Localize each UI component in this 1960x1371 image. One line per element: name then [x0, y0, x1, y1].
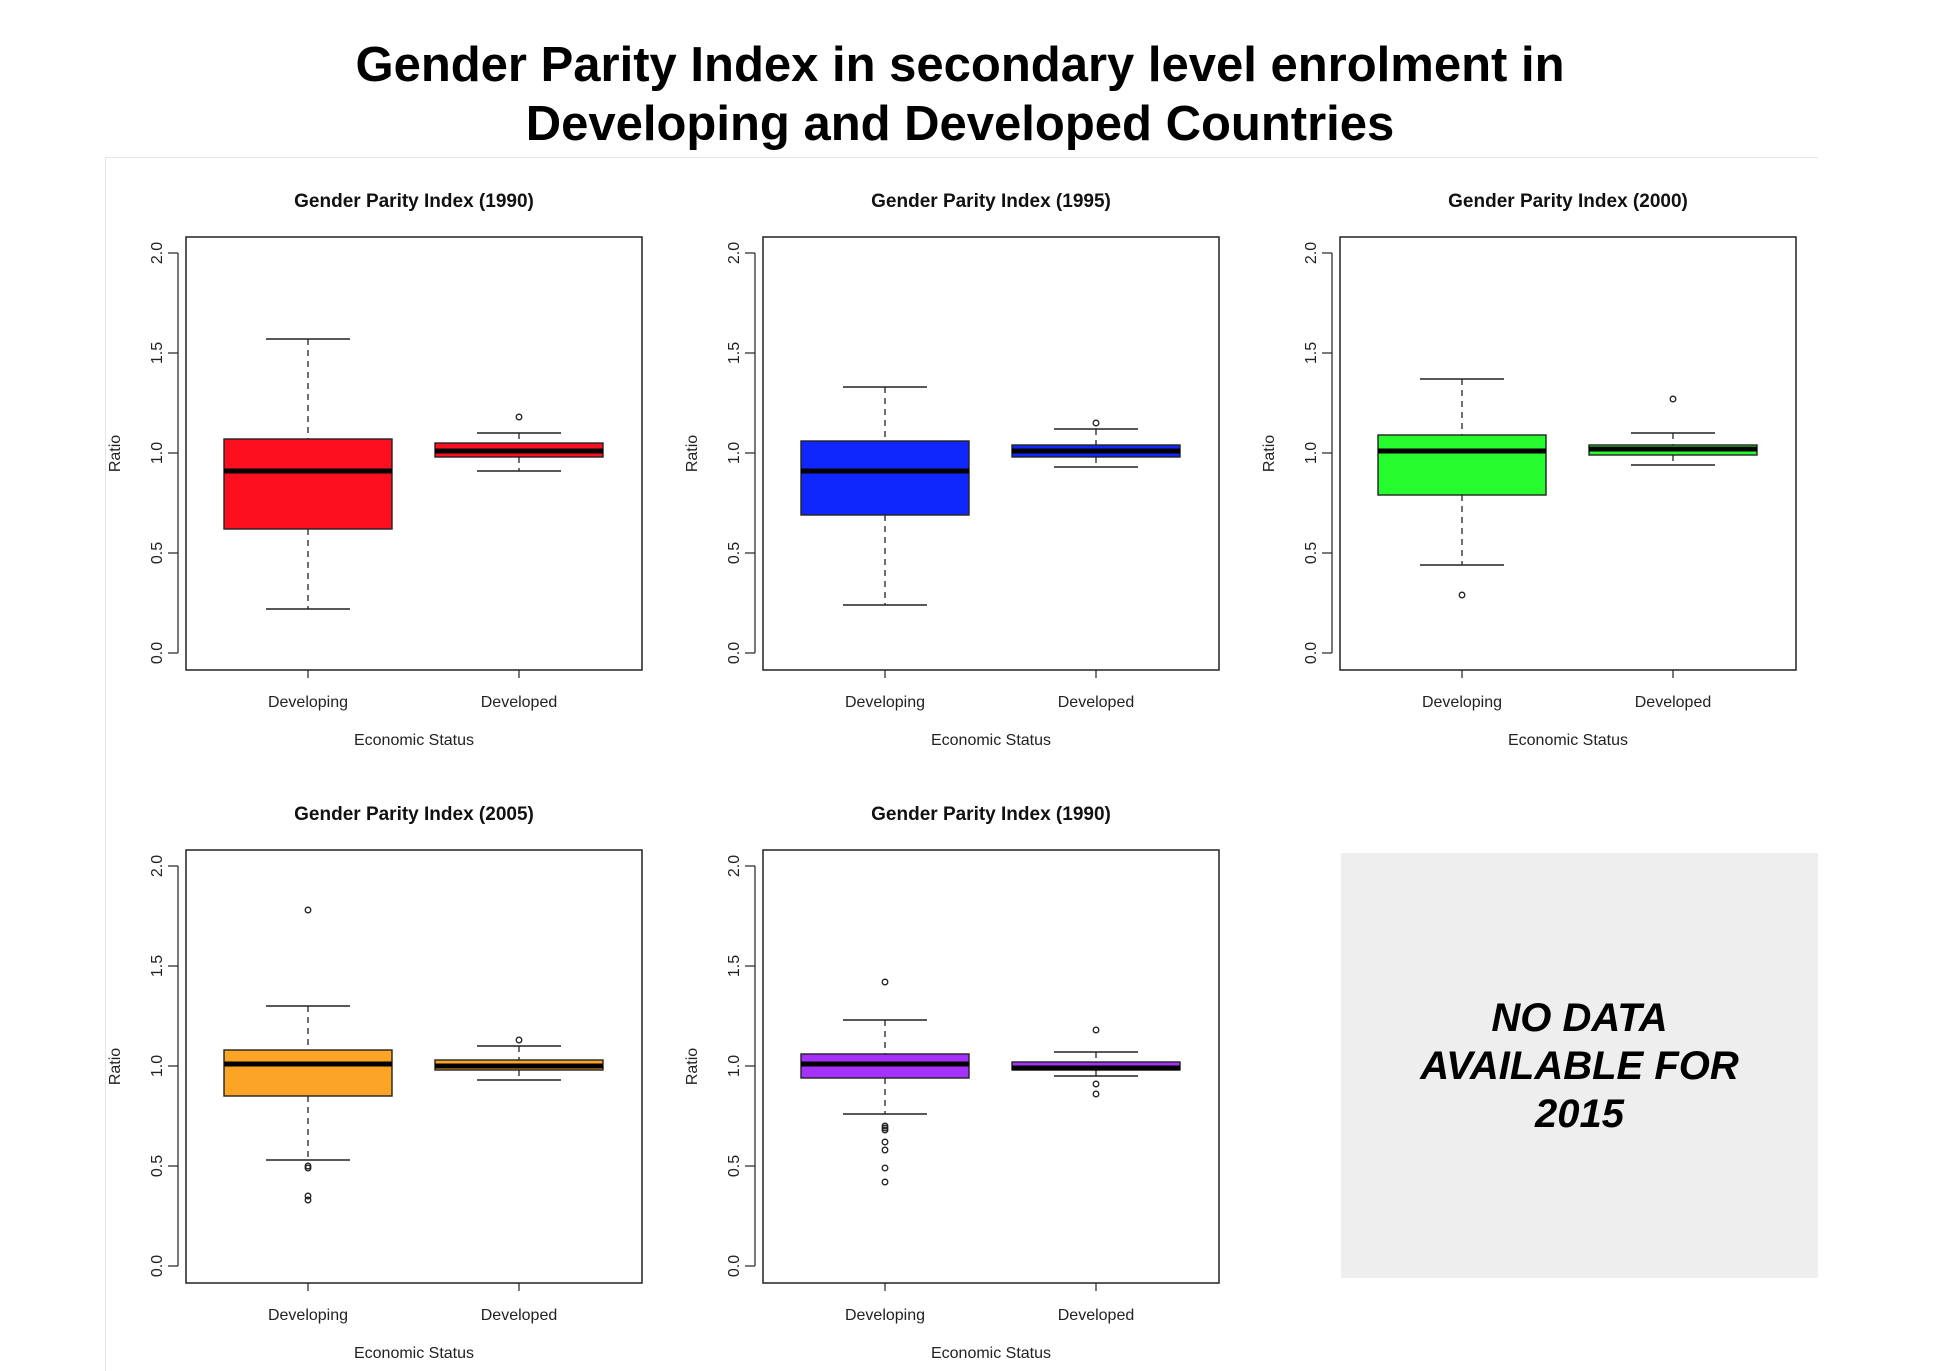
y-tick-label: 1.0 [149, 1055, 166, 1077]
y-tick-label: 0.0 [726, 1255, 743, 1277]
y-tick-label: 2.0 [149, 855, 166, 877]
plot-area [185, 236, 643, 671]
y-tick-label: 0.0 [149, 642, 166, 664]
y-axis-label: Ratio [107, 435, 124, 472]
x-tick-label: Developed [1058, 694, 1135, 711]
outlier-point [304, 1192, 312, 1200]
outlier-point [515, 1036, 523, 1044]
box-iqr [223, 438, 393, 530]
boxplot-chart: Gender Parity Index (1995) 0.0 0.5 1.0 1.5 2.… [684, 191, 1220, 749]
y-tick-label: 1.0 [726, 442, 743, 464]
page-title-line-1: Gender Parity Index in secondary level e… [355, 38, 1565, 92]
outlier-point [881, 1146, 889, 1154]
box-developed [1011, 1026, 1181, 1098]
plot-area [185, 849, 643, 1284]
y-tick-label: 1.5 [149, 955, 166, 977]
x-axis-label: Economic Status [931, 1345, 1051, 1362]
y-axis-label: Ratio [684, 435, 701, 472]
box-developing [223, 338, 393, 610]
y-axis-label: Ratio [684, 1048, 701, 1085]
x-tick-label: Developed [481, 694, 558, 711]
y-tick-label: 0.0 [149, 1255, 166, 1277]
y-tick-label: 1.5 [726, 955, 743, 977]
outlier-point [881, 1164, 889, 1172]
box-developing [800, 386, 970, 606]
x-tick-label: Developed [1635, 694, 1712, 711]
x-axis-label: Economic Status [931, 732, 1051, 749]
box-developed [434, 413, 604, 472]
outlier-point [881, 1178, 889, 1186]
x-axis-label: Economic Status [1508, 732, 1628, 749]
plot-area [762, 849, 1220, 1284]
outlier-point [1092, 419, 1100, 427]
box-developed [434, 1036, 604, 1081]
outlier-point [881, 1126, 889, 1134]
box-iqr [800, 440, 970, 516]
boxplot-chart: Gender Parity Index (1990) 0.0 0.5 1.0 1.5 2.… [107, 191, 643, 749]
box-developing [1377, 378, 1547, 599]
outlier-point [515, 413, 523, 421]
chart-title: Gender Parity Index (1990) [294, 191, 534, 212]
y-tick-label: 0.5 [1303, 542, 1320, 564]
y-tick-label: 1.0 [1303, 442, 1320, 464]
boxplot-chart: Gender Parity Index (1990) 0.0 0.5 1.0 1.5 2.… [684, 804, 1220, 1362]
plot-area [762, 236, 1220, 671]
plot-frame [105, 157, 1818, 1371]
plot-area [1339, 236, 1797, 671]
x-tick-label: Developing [1422, 694, 1502, 711]
x-tick-label: Developed [481, 1307, 558, 1324]
y-tick-label: 1.0 [726, 1055, 743, 1077]
box-developing [223, 906, 393, 1204]
page-title: Gender Parity Index in secondary level e… [0, 36, 1920, 154]
y-tick-label: 0.5 [149, 542, 166, 564]
chart-title: Gender Parity Index (2005) [294, 804, 534, 825]
outlier-point [304, 1164, 312, 1172]
x-tick-label: Developing [845, 1307, 925, 1324]
y-tick-label: 2.0 [1303, 242, 1320, 264]
y-axis-label: Ratio [107, 1048, 124, 1085]
x-axis-label: Economic Status [354, 732, 474, 749]
x-tick-label: Developing [845, 694, 925, 711]
no-data-text: NO DATA AVAILABLE FOR 2015 [1420, 995, 1739, 1136]
page-title-line-2: Developing and Developed Countries [525, 97, 1395, 151]
y-axis-label: Ratio [1261, 435, 1278, 472]
y-tick-label: 1.5 [726, 342, 743, 364]
outlier-point [304, 906, 312, 914]
outlier-point [881, 978, 889, 986]
y-tick-label: 1.5 [1303, 342, 1320, 364]
x-tick-label: Developing [268, 694, 348, 711]
box-iqr [223, 1049, 393, 1097]
y-tick-label: 0.5 [726, 542, 743, 564]
y-tick-label: 0.0 [726, 642, 743, 664]
y-tick-label: 0.5 [149, 1155, 166, 1177]
no-data-panel: NO DATA AVAILABLE FOR 2015 [1341, 853, 1818, 1278]
outlier-point [304, 1196, 312, 1204]
box-iqr [1377, 434, 1547, 496]
y-tick-label: 1.5 [149, 342, 166, 364]
boxplot-chart: Gender Parity Index (2005) 0.0 0.5 1.0 1.5 2.… [107, 804, 643, 1362]
box-developing [800, 978, 970, 1186]
y-tick-label: 2.0 [726, 855, 743, 877]
outlier-point [1092, 1026, 1100, 1034]
outlier-point [881, 1138, 889, 1146]
outlier-point [1092, 1080, 1100, 1088]
boxplot-chart: Gender Parity Index (2000) 0.0 0.5 1.0 1.5 2.… [1261, 191, 1797, 749]
y-tick-label: 2.0 [726, 242, 743, 264]
chart-title: Gender Parity Index (2000) [1448, 191, 1688, 212]
outlier-point [1092, 1090, 1100, 1098]
y-tick-label: 0.5 [726, 1155, 743, 1177]
x-tick-label: Developing [268, 1307, 348, 1324]
box-developed [1011, 419, 1181, 468]
y-tick-label: 2.0 [149, 242, 166, 264]
y-tick-label: 1.0 [149, 442, 166, 464]
box-developed [1588, 395, 1758, 466]
x-axis-label: Economic Status [354, 1345, 474, 1362]
outlier-point [1669, 395, 1677, 403]
chart-title: Gender Parity Index (1990) [871, 804, 1111, 825]
chart-title: Gender Parity Index (1995) [871, 191, 1111, 212]
x-tick-label: Developed [1058, 1307, 1135, 1324]
y-tick-label: 0.0 [1303, 642, 1320, 664]
outlier-point [1458, 591, 1466, 599]
